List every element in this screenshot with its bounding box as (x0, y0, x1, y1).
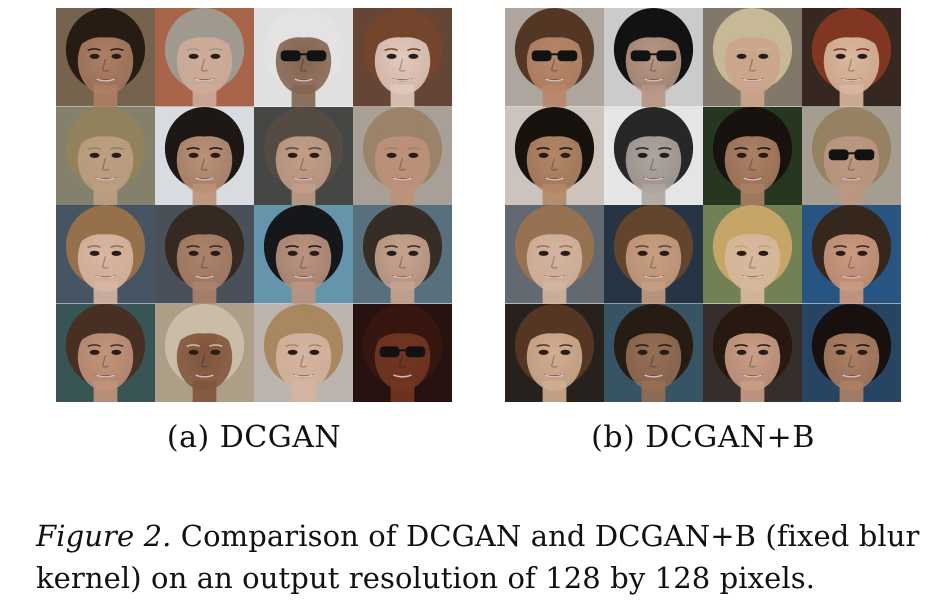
sample-image (703, 8, 802, 107)
sample-image (155, 8, 254, 107)
sample-image (703, 106, 802, 205)
sample-image (56, 205, 155, 304)
sample-image (802, 106, 901, 205)
figure-label: Figure 2. (36, 519, 172, 553)
sample-image (155, 205, 254, 304)
sample-grid-dcgan-b (505, 8, 901, 402)
sample-image (604, 303, 703, 402)
sample-image (353, 106, 452, 205)
sample-image (56, 303, 155, 402)
sample-image (155, 303, 254, 402)
sample-image (604, 8, 703, 107)
sample-image (155, 106, 254, 205)
sample-image (505, 106, 604, 205)
sample-image (353, 303, 452, 402)
sample-image (604, 106, 703, 205)
sample-image (505, 205, 604, 304)
subcaption-dcgan: (a) DCGAN (166, 420, 342, 455)
sample-image (703, 205, 802, 304)
sample-image (703, 303, 802, 402)
subcaption-dcgan-b: (b) DCGAN+B (591, 420, 815, 455)
sample-image (254, 303, 353, 402)
sample-image (254, 106, 353, 205)
sample-image (353, 8, 452, 107)
sample-image (254, 205, 353, 304)
sample-image (56, 8, 155, 107)
sample-grid-dcgan (56, 8, 452, 402)
sample-image (353, 205, 452, 304)
sample-image (56, 106, 155, 205)
sample-image (254, 8, 353, 107)
sample-image (604, 205, 703, 304)
sample-image (505, 303, 604, 402)
sample-image (802, 8, 901, 107)
sample-image (802, 303, 901, 402)
figure-caption: Figure 2. Comparison of DCGAN and DCGAN+… (36, 515, 948, 599)
figure-caption-text: Comparison of DCGAN and DCGAN+B (fixed b… (36, 519, 920, 595)
sample-image (802, 205, 901, 304)
sample-image (505, 8, 604, 107)
